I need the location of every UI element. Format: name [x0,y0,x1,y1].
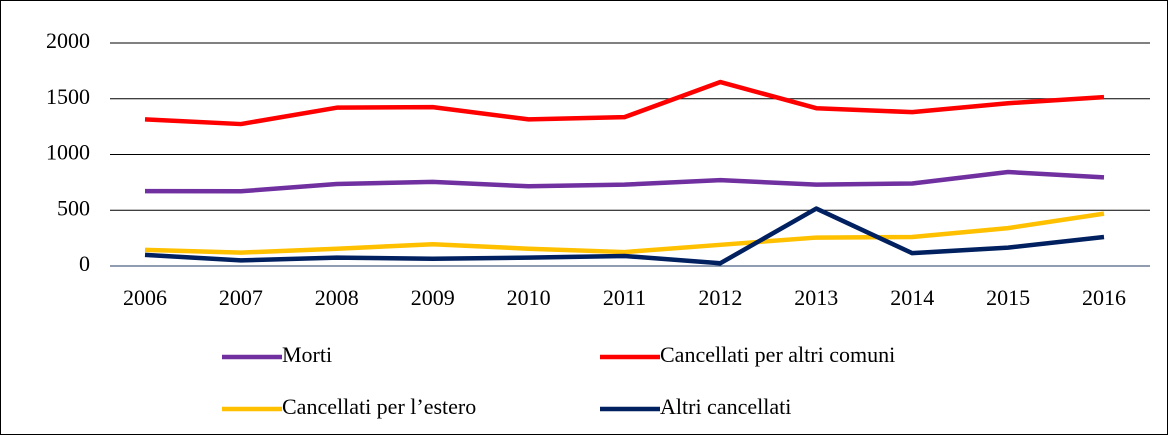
y-tick-label: 1000 [46,140,90,165]
x-tick-label: 2011 [603,285,646,310]
x-tick-label: 2008 [315,285,359,310]
series-line [144,169,1105,194]
legend-label: Morti [282,342,332,367]
series-line [144,79,1105,127]
y-tick-label: 2000 [46,28,90,53]
x-tick-label: 2016 [1082,285,1126,310]
legend-label: Altri cancellati [660,394,791,419]
series-line [144,206,1105,266]
x-tick-label: 2014 [890,285,934,310]
x-tick-label: 2007 [219,285,263,310]
x-tick-label: 2010 [507,285,551,310]
x-tick-label: 2009 [411,285,455,310]
legend-label: Cancellati per altri comuni [660,342,895,367]
series-line [144,211,1105,255]
x-tick-label: 2012 [698,285,742,310]
x-tick-label: 2006 [123,285,167,310]
y-tick-label: 500 [57,195,90,220]
x-tick-label: 2015 [986,285,1030,310]
y-tick-label: 0 [79,251,90,276]
legend-label: Cancellati per l’estero [282,394,476,419]
y-tick-label: 1500 [46,84,90,109]
x-tick-label: 2013 [794,285,838,310]
